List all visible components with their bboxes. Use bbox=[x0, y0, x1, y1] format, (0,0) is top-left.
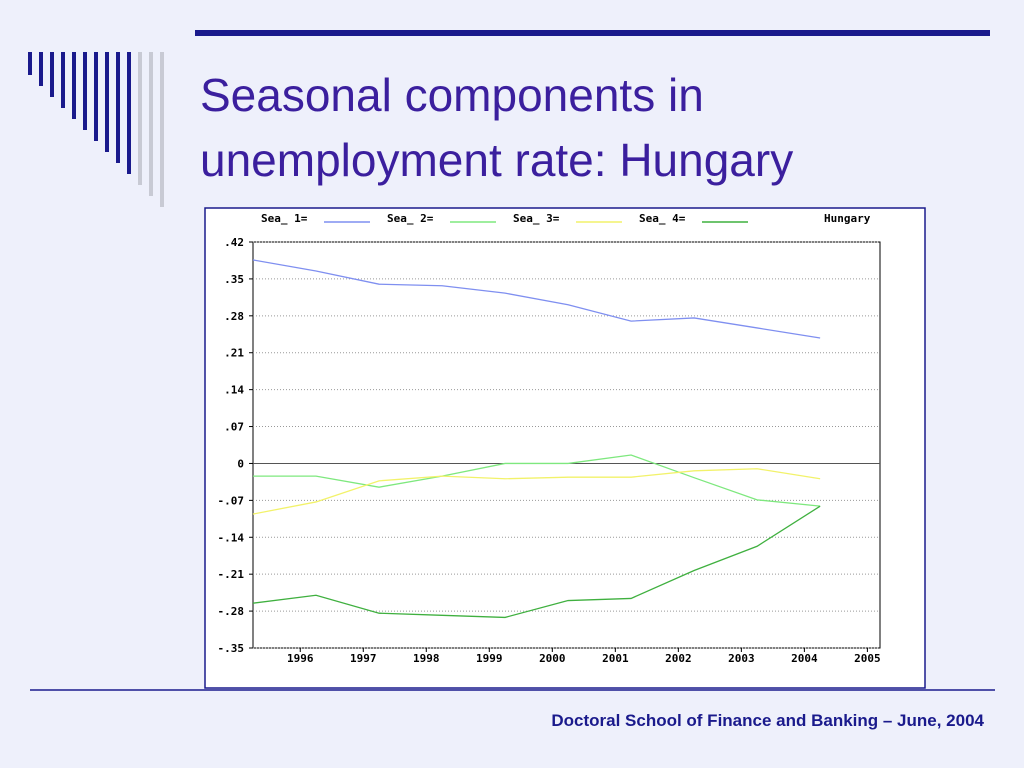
y-tick-label: -.28 bbox=[218, 605, 245, 618]
x-tick-label: 2002 bbox=[665, 652, 692, 665]
legend-label: Sea_ 3= bbox=[513, 212, 560, 225]
series-line bbox=[252, 259, 821, 339]
x-tick-label: 1998 bbox=[413, 652, 440, 665]
chart-frame bbox=[204, 207, 926, 689]
x-tick-label: 2001 bbox=[602, 652, 629, 665]
y-tick-label: -.21 bbox=[218, 568, 245, 581]
x-tick-label: 1999 bbox=[476, 652, 503, 665]
series-line bbox=[252, 468, 821, 515]
x-tick-label: 1996 bbox=[287, 652, 314, 665]
legend-label: Sea_ 1= bbox=[261, 212, 308, 225]
legend-label: Sea_ 4= bbox=[639, 212, 686, 225]
plot-area bbox=[252, 241, 881, 649]
x-tick-label: 2004 bbox=[791, 652, 818, 665]
y-tick-label: 0 bbox=[237, 457, 244, 470]
chart: -.35 -.28 -.21 -.14 -.07 0 .07 .14 .21 .28 .35 .42 1… bbox=[218, 212, 881, 665]
y-tick-label: -.14 bbox=[218, 531, 245, 544]
y-tick-label: .35 bbox=[224, 273, 244, 286]
x-tick-label: 2005 bbox=[854, 652, 881, 665]
x-tick-label: 1997 bbox=[350, 652, 377, 665]
decoration bbox=[28, 52, 164, 207]
x-tick-label: 2003 bbox=[728, 652, 755, 665]
y-tick-label: -.35 bbox=[218, 642, 245, 655]
chart-title: Hungary bbox=[824, 212, 871, 225]
slide-title: unemployment rate: Hungary bbox=[200, 134, 793, 186]
slide-title: Seasonal components in bbox=[200, 69, 704, 121]
series-line bbox=[252, 505, 821, 619]
footer: Doctoral School of Finance and Banking –… bbox=[551, 711, 984, 730]
y-tick-label: .14 bbox=[224, 384, 244, 397]
y-tick-label: .21 bbox=[224, 347, 244, 360]
series-line bbox=[253, 454, 821, 507]
y-tick-label: .28 bbox=[224, 310, 244, 323]
y-tick-label: .42 bbox=[224, 236, 244, 249]
y-tick-label: -.07 bbox=[218, 494, 245, 507]
x-tick-label: 2000 bbox=[539, 652, 566, 665]
y-tick-label: .07 bbox=[224, 421, 244, 434]
legend-label: Sea_ 2= bbox=[387, 212, 434, 225]
